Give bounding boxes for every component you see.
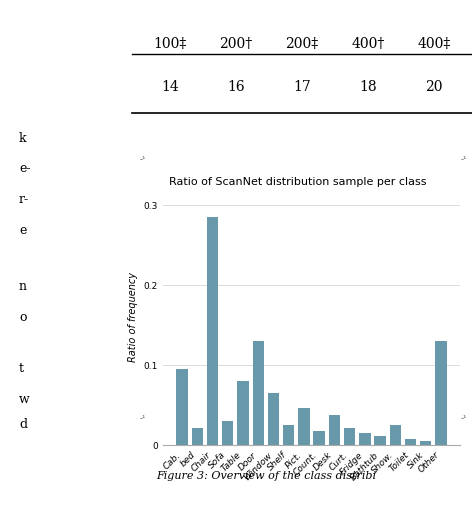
- Bar: [283, 425, 295, 445]
- Text: 16: 16: [227, 80, 245, 94]
- Text: 200‡: 200‡: [286, 36, 319, 51]
- Text: 200†: 200†: [219, 36, 253, 51]
- Y-axis label: Ratio of frequency: Ratio of frequency: [128, 272, 138, 362]
- Bar: [435, 342, 447, 445]
- Text: 18: 18: [359, 80, 377, 94]
- Bar: [374, 436, 386, 445]
- Bar: [177, 370, 188, 445]
- Text: e-: e-: [19, 162, 30, 176]
- Text: d: d: [19, 418, 27, 432]
- Text: r-: r-: [19, 193, 29, 206]
- Bar: [222, 421, 234, 445]
- Bar: [420, 441, 431, 445]
- Text: 400†: 400†: [352, 36, 385, 51]
- Bar: [298, 408, 310, 445]
- Text: -¹: -¹: [139, 413, 146, 422]
- Text: n: n: [19, 280, 27, 293]
- Bar: [268, 393, 279, 445]
- Text: -¹: -¹: [460, 413, 467, 422]
- Text: Figure 3: Overview of the class distribi: Figure 3: Overview of the class distribi: [156, 471, 376, 481]
- Bar: [207, 218, 218, 445]
- Text: 14: 14: [161, 80, 179, 94]
- Bar: [389, 425, 401, 445]
- Text: -¹: -¹: [460, 154, 467, 163]
- Bar: [359, 434, 371, 445]
- Bar: [313, 431, 325, 445]
- Text: 100‡: 100‡: [153, 36, 186, 51]
- Bar: [192, 428, 203, 445]
- Bar: [344, 428, 355, 445]
- Bar: [329, 415, 340, 445]
- Text: w: w: [19, 393, 30, 406]
- Text: k: k: [19, 132, 26, 145]
- Text: -¹: -¹: [139, 154, 146, 163]
- Text: 400‡: 400‡: [418, 36, 451, 51]
- Bar: [253, 342, 264, 445]
- Text: 20: 20: [425, 80, 443, 94]
- Text: t: t: [19, 362, 24, 375]
- Bar: [237, 381, 249, 445]
- Text: o: o: [19, 311, 26, 324]
- Text: Ratio of ScanNet distribution sample per class: Ratio of ScanNet distribution sample per…: [169, 177, 426, 187]
- Text: 17: 17: [293, 80, 311, 94]
- Bar: [405, 439, 416, 445]
- Text: e: e: [19, 224, 26, 237]
